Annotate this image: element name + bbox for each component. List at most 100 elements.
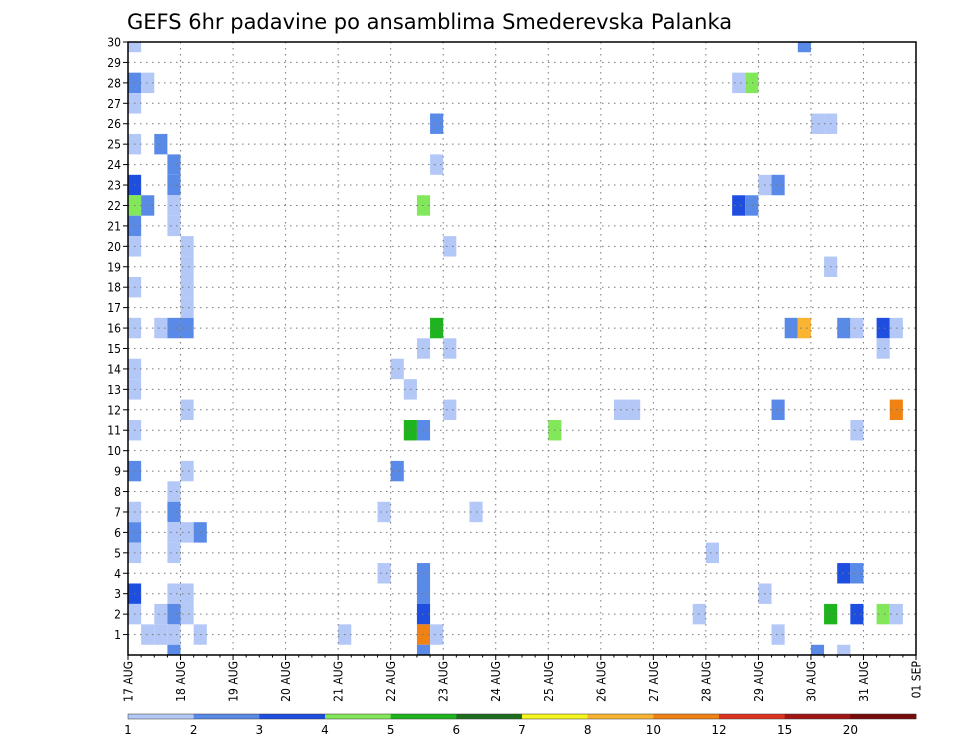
precip-cell	[180, 276, 194, 298]
y-tick-label: 1	[114, 628, 121, 642]
y-tick-label: 14	[107, 362, 121, 376]
y-tick-label: 25	[107, 138, 121, 152]
precip-cell	[745, 72, 759, 94]
colorbar-label: 10	[646, 723, 661, 737]
precip-cell	[167, 215, 181, 237]
precip-cell	[167, 603, 181, 625]
precip-cell	[850, 563, 864, 584]
precip-cell	[180, 460, 194, 482]
colorbar-segment	[587, 714, 654, 719]
cells-layer	[128, 42, 903, 655]
precip-cell	[141, 72, 155, 94]
y-tick-label: 17	[107, 301, 121, 315]
y-tick-label: 18	[107, 281, 121, 295]
precip-cell	[154, 603, 168, 625]
colorbar-label: 7	[518, 723, 526, 737]
y-tick-label: 12	[107, 403, 121, 417]
colorbar-segment	[653, 714, 720, 719]
precip-cell	[416, 644, 431, 655]
colorbar-segment	[259, 714, 326, 719]
y-tick-label: 24	[107, 158, 121, 172]
y-tick-label: 2	[114, 608, 121, 622]
y-tick-label: 20	[107, 240, 121, 254]
x-tick-label: 20 AUG	[279, 661, 293, 702]
precip-cell	[167, 195, 181, 216]
precip-cell	[167, 542, 181, 564]
colorbar-segment	[456, 714, 523, 719]
colorbar-label: 12	[711, 723, 726, 737]
precip-cell	[180, 603, 194, 625]
precip-cell	[837, 317, 851, 339]
precip-cell	[443, 338, 457, 359]
x-tick-label: 21 AUG	[332, 661, 346, 702]
colorbar-segment	[128, 714, 195, 719]
colorbar-frame	[127, 713, 917, 720]
colorbar-label: 15	[777, 723, 792, 737]
colorbar-label: 5	[387, 723, 395, 737]
precip-cell	[180, 583, 194, 604]
precip-cell	[784, 317, 798, 339]
y-tick-label: 27	[107, 97, 121, 111]
x-tick-label: 22 AUG	[384, 661, 398, 702]
grid-layer	[128, 42, 916, 655]
colorbar-segment	[784, 714, 851, 719]
precip-cell	[837, 563, 851, 584]
precip-cell	[797, 42, 811, 53]
precip-cell	[167, 583, 181, 604]
precip-cell	[771, 624, 785, 645]
precip-cell	[128, 42, 142, 53]
y-tick-label: 22	[107, 199, 121, 213]
y-tick-label: 3	[114, 587, 121, 601]
precip-cell	[745, 195, 759, 216]
precip-cell	[167, 501, 181, 523]
colorbar-segment	[390, 714, 457, 719]
precip-cell	[141, 624, 155, 645]
colorbar-label: 20	[843, 723, 858, 737]
x-tick-label: 30 AUG	[804, 661, 818, 702]
x-tick-label: 18 AUG	[174, 661, 188, 702]
precip-cell	[627, 399, 641, 421]
precip-cell	[377, 501, 391, 523]
precip-cell	[443, 236, 457, 257]
precip-cell	[154, 624, 168, 645]
x-tick-label: 24 AUG	[489, 661, 503, 702]
precip-cell	[443, 399, 457, 421]
x-tick-label: 23 AUG	[437, 661, 451, 702]
precip-cell	[705, 542, 719, 564]
colorbar-segment	[719, 714, 786, 719]
y-tick-label: 8	[114, 485, 121, 499]
precip-cell	[167, 644, 181, 655]
precip-cell	[771, 174, 785, 196]
colorbar-label: 8	[584, 723, 592, 737]
y-tick-label: 16	[107, 322, 121, 336]
colorbar-segment	[522, 714, 589, 719]
precip-cell	[876, 317, 890, 339]
precip-cell	[180, 256, 194, 277]
x-tick-label: 28 AUG	[699, 661, 713, 702]
precip-cell	[850, 420, 864, 441]
colorbar-label: 2	[190, 723, 198, 737]
precip-cell	[167, 154, 181, 175]
precip-cell	[180, 399, 194, 421]
precip-cell	[180, 522, 194, 543]
precip-cell	[430, 154, 444, 175]
x-tick-label: 01 SEP	[910, 661, 924, 699]
precip-cell	[167, 174, 181, 196]
x-tick-label: 19 AUG	[227, 661, 241, 702]
precip-cell	[797, 317, 811, 339]
precip-cell	[430, 317, 444, 339]
precip-cell	[732, 72, 746, 94]
precip-cell	[154, 317, 168, 339]
y-tick-label: 15	[107, 342, 121, 356]
precip-cell	[876, 603, 890, 625]
y-tick-label: 9	[114, 465, 121, 479]
y-tick-label: 5	[114, 546, 121, 560]
y-tick-label: 28	[107, 76, 121, 90]
y-tick-label: 26	[107, 117, 121, 131]
y-tick-label: 29	[107, 56, 121, 70]
x-tick-label: 25 AUG	[542, 661, 556, 702]
x-tick-label: 27 AUG	[647, 661, 661, 702]
precip-cell	[390, 460, 404, 482]
precip-cell	[167, 317, 181, 339]
precip-cell	[876, 338, 890, 359]
